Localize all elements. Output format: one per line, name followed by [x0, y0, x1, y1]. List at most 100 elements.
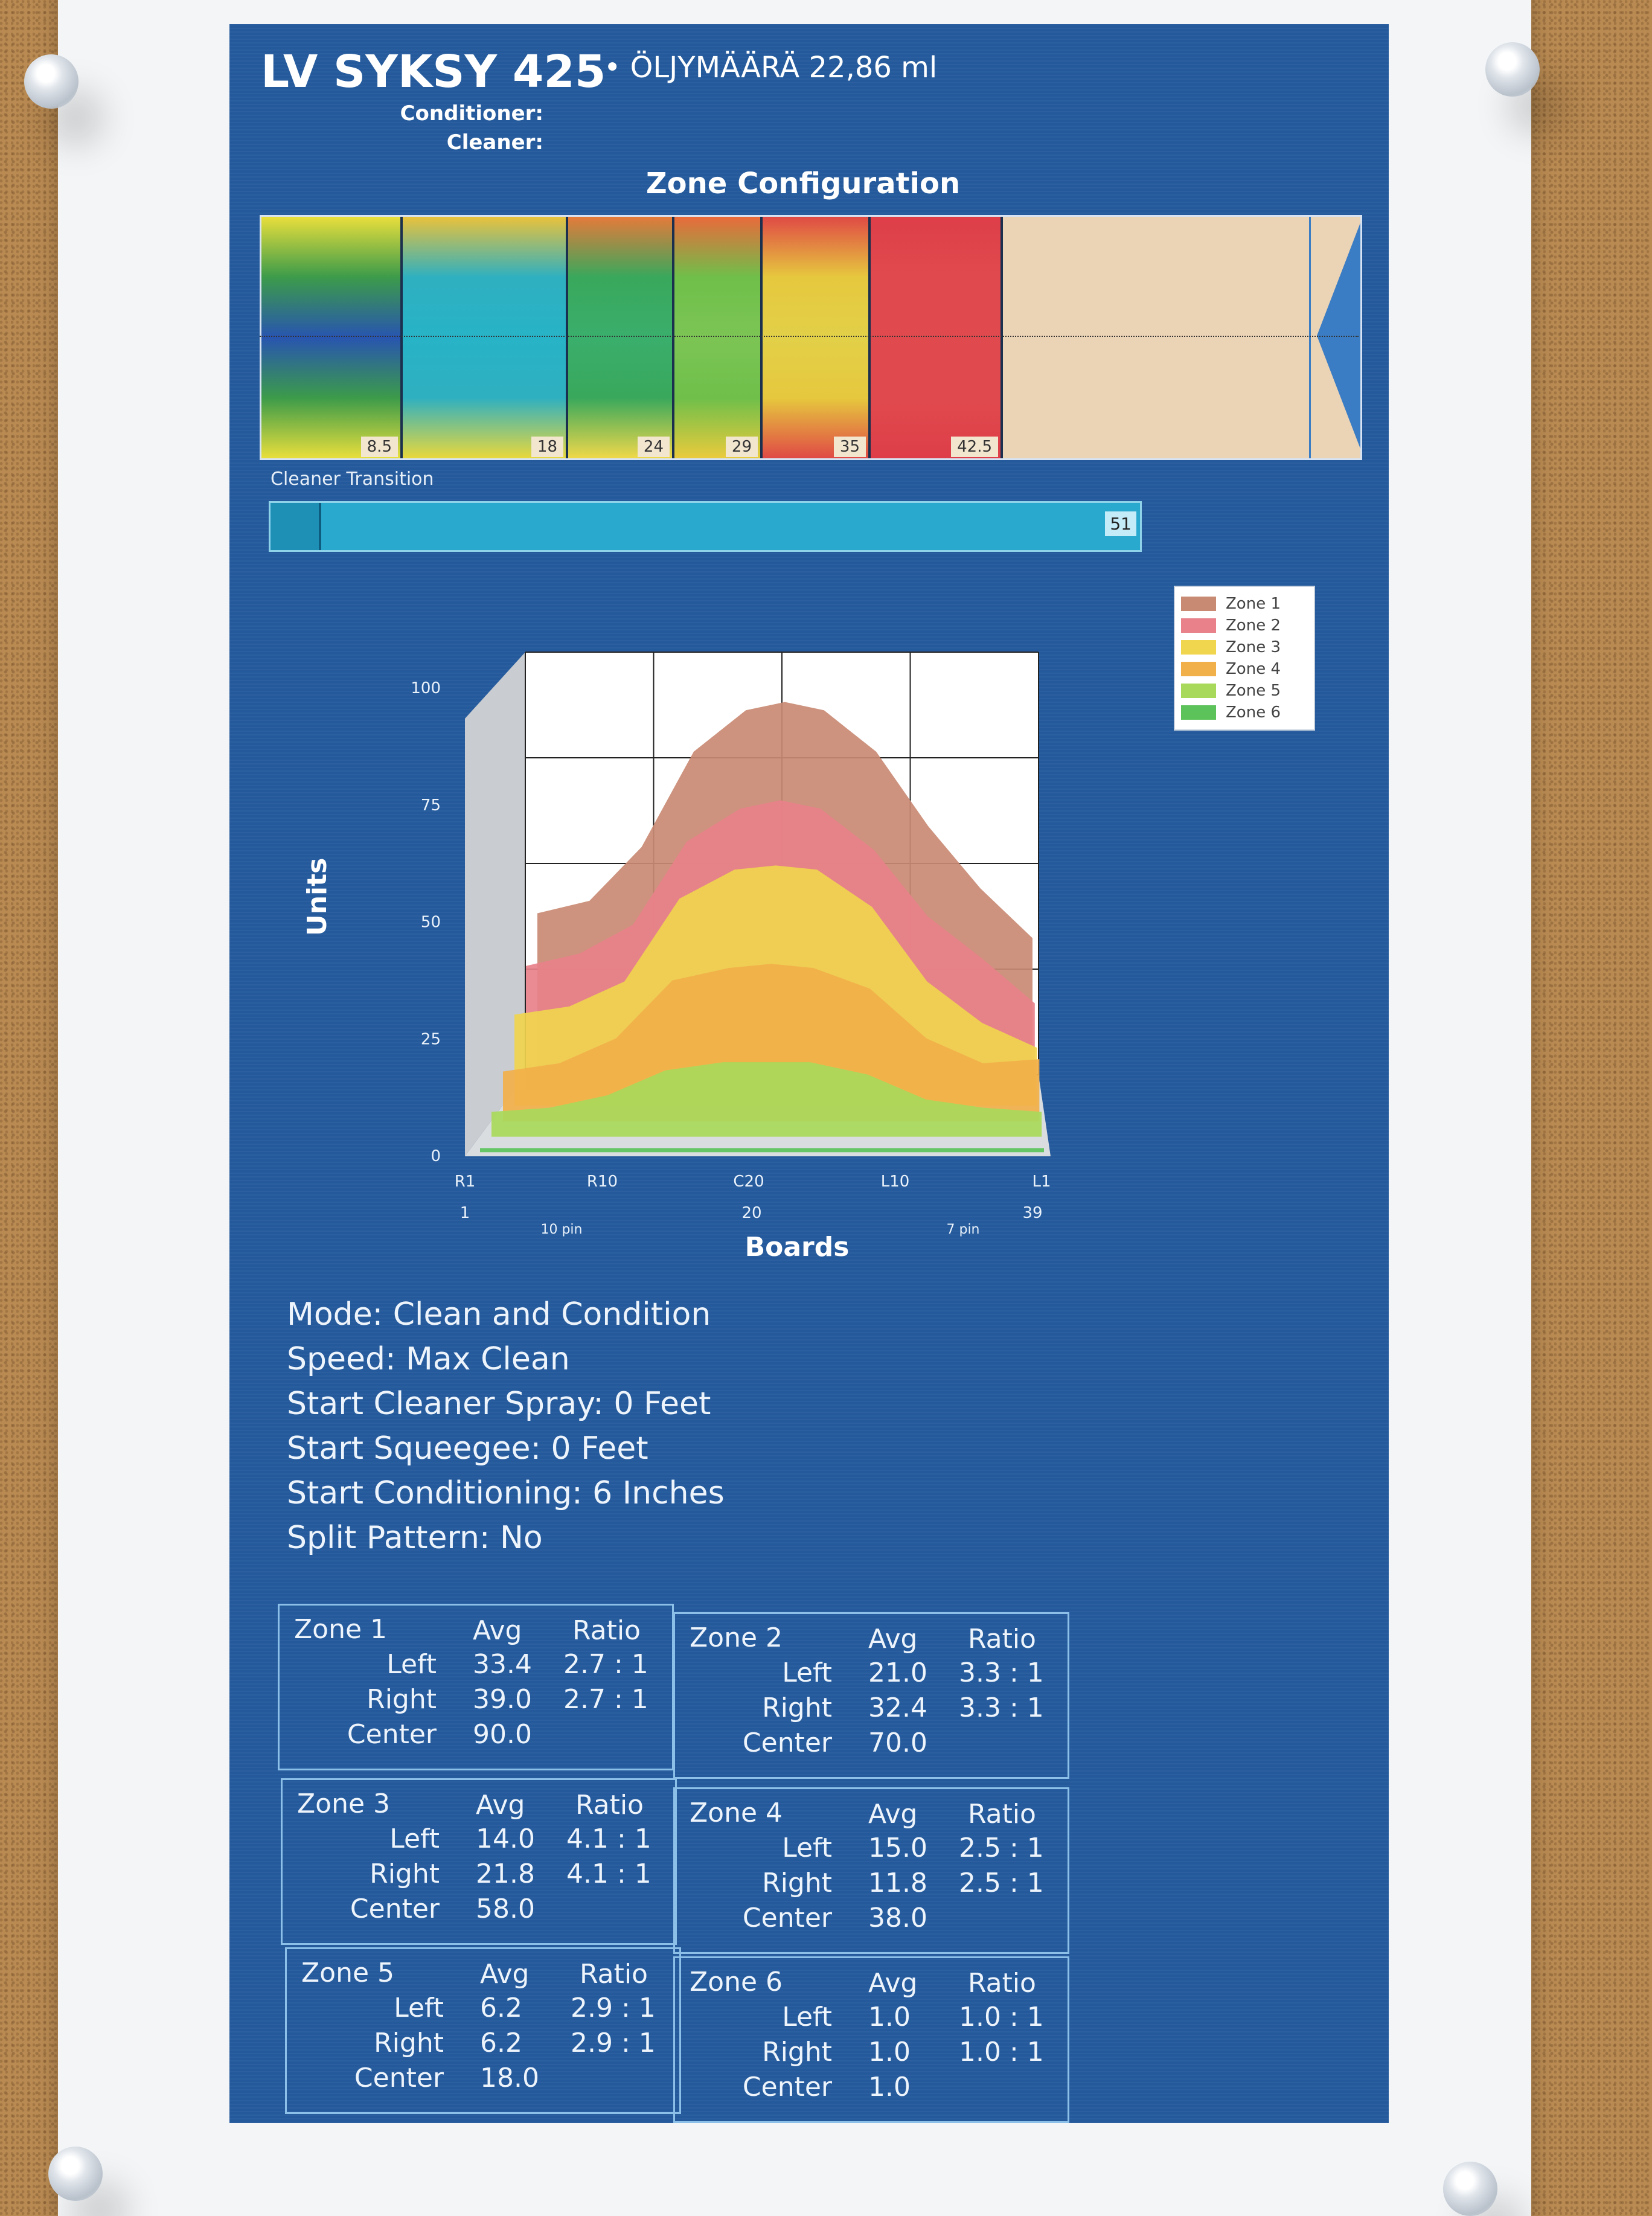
pushpin-icon	[48, 2147, 103, 2201]
ratio-value: 1.0 : 1	[959, 2037, 1044, 2067]
ratio-value: 2.5 : 1	[959, 1868, 1044, 1898]
setting-start-squeegee: Start Squeegee: 0 Feet	[287, 1430, 648, 1467]
zone-configuration-bar: 8.5 18 24 29 35 42.5	[260, 215, 1362, 460]
x-tick-label: R10	[587, 1173, 618, 1191]
row-label: Right	[762, 2037, 832, 2067]
ratio-value: 2.5 : 1	[959, 1833, 1044, 1863]
row-label: Right	[367, 1684, 437, 1715]
oil-volume-3d-chart: 0 25 50 75 100 R1 R10 C20 L10 L1 1 20 39 10 pin 7 pin	[411, 652, 1051, 1237]
row-label: Center	[347, 1719, 437, 1750]
zone-segment: 35	[763, 217, 871, 458]
zone-stats-table: Zone 1 Avg Ratio Left 33.4 2.7 : 1 Right 39.0 2.…	[278, 1604, 674, 1770]
y-tick-label: 75	[421, 796, 441, 815]
zone-segment-number: 35	[833, 437, 866, 457]
zone-stats-table: Zone 5 Avg Ratio Left 6.2 2.9 : 1 Right 6.2 2.9 …	[285, 1947, 681, 2114]
cleaner-label: Cleaner:	[446, 130, 543, 155]
zone-stats-table: Zone 3 Avg Ratio Left 14.0 4.1 : 1 Right 21.8 4.…	[281, 1778, 677, 1945]
x-axis-label: Boards	[744, 1232, 850, 1263]
avg-value: 90.0	[473, 1719, 532, 1750]
zone-segment: 8.5	[261, 217, 403, 458]
zone-name: Zone 4	[690, 1798, 783, 1828]
setting-mode: Mode: Clean and Condition	[287, 1296, 711, 1333]
row-label: Left	[782, 1657, 832, 1688]
ratio-value: 4.1 : 1	[566, 1859, 652, 1889]
row-label: Center	[742, 1728, 832, 1758]
legend-label: Zone 3	[1226, 638, 1281, 656]
setting-speed: Speed: Max Clean	[287, 1341, 570, 1377]
avg-value: 33.4	[473, 1649, 532, 1680]
series-area-zone-4	[503, 964, 1040, 1121]
oil-amount: • ÖLJYMÄÄRÄ 22,86 ml	[604, 51, 938, 85]
legend-item: Zone 3	[1181, 636, 1308, 658]
avg-value: 58.0	[476, 1894, 535, 1924]
legend-swatch	[1181, 662, 1216, 676]
y-axis-label: Units	[302, 857, 333, 936]
legend-swatch	[1181, 618, 1216, 633]
row-label: Left	[389, 1824, 440, 1854]
avg-value: 1.0	[868, 2037, 911, 2067]
row-label: Right	[370, 1859, 440, 1889]
zone-name: Zone 6	[690, 1967, 783, 1997]
avg-value: 38.0	[868, 1903, 927, 1933]
legend-item: Zone 6	[1181, 702, 1308, 723]
series-area-zone-5	[491, 1062, 1042, 1137]
pattern-settings: Mode: Clean and Condition Speed: Max Cle…	[287, 1292, 725, 1560]
cleaner-transition-value: 51	[1105, 511, 1136, 536]
row-label: Left	[386, 1649, 437, 1680]
legend-label: Zone 5	[1226, 682, 1281, 700]
legend-label: Zone 6	[1226, 703, 1281, 722]
zone-stats-table: Zone 4 Avg Ratio Left 15.0 2.5 : 1 Right 11.8 2.…	[673, 1787, 1069, 1954]
x-annotation: 7 pin	[946, 1222, 979, 1237]
x-tick-label: R1	[455, 1173, 476, 1191]
legend-item: Zone 1	[1181, 593, 1308, 615]
x-tick-label: L1	[1032, 1173, 1051, 1191]
legend-swatch	[1181, 597, 1216, 611]
ratio-value: 2.9 : 1	[571, 1993, 656, 2023]
avg-header: Avg	[868, 1968, 918, 1999]
avg-value: 32.4	[868, 1692, 927, 1723]
pushpin-icon	[1443, 2162, 1497, 2216]
ratio-value: 1.0 : 1	[959, 2002, 1044, 2032]
pushpin-icon	[24, 54, 78, 109]
ratio-value: 3.3 : 1	[959, 1657, 1044, 1688]
setting-split-pattern: Split Pattern: No	[287, 1520, 543, 1556]
zone-segment-number: 24	[637, 437, 670, 457]
row-label: Right	[762, 1868, 832, 1898]
avg-value: 11.8	[868, 1868, 927, 1898]
y-tick-label: 100	[411, 679, 441, 697]
series-area-zone-6	[480, 1148, 1044, 1153]
avg-value: 18.0	[480, 2063, 539, 2093]
row-label: Center	[350, 1894, 440, 1924]
zone-segment-number: 29	[725, 437, 758, 457]
avg-value: 6.2	[480, 2028, 522, 2058]
avg-value: 6.2	[480, 1993, 522, 2023]
x-tick-label: C20	[733, 1173, 764, 1191]
row-label: Left	[782, 2002, 832, 2032]
row-label: Right	[374, 2028, 444, 2058]
y-tick-label: 50	[421, 914, 441, 932]
zone-segment-number: 18	[531, 437, 563, 457]
x-board-number: 39	[1022, 1204, 1042, 1222]
avg-value: 1.0	[868, 2072, 911, 2102]
cleaner-transition-start	[271, 503, 321, 550]
legend-label: Zone 2	[1226, 616, 1281, 635]
ratio-header: Ratio	[968, 1624, 1036, 1654]
pindeck-arrow-icon	[1311, 217, 1360, 458]
row-label: Center	[742, 1903, 832, 1933]
cleaner-transition-bar: 51	[269, 501, 1142, 552]
avg-value: 14.0	[476, 1824, 535, 1854]
conditioner-label: Conditioner:	[400, 101, 543, 126]
avg-value: 70.0	[868, 1728, 927, 1758]
zone-segment: 18	[403, 217, 568, 458]
zone-name: Zone 1	[294, 1614, 387, 1645]
avg-value: 39.0	[473, 1684, 532, 1715]
zone-segment: 24	[568, 217, 674, 458]
zone-stats-table: Zone 2 Avg Ratio Left 21.0 3.3 : 1 Right 32.4 3.…	[673, 1612, 1069, 1779]
row-label: Right	[762, 1692, 832, 1723]
avg-header: Avg	[868, 1624, 918, 1654]
dry-lane-segment	[1003, 217, 1311, 458]
y-tick-label: 0	[431, 1147, 441, 1165]
zone-segment-number: 42.5	[951, 437, 998, 457]
zone-name: Zone 2	[690, 1622, 783, 1653]
ratio-value: 2.9 : 1	[571, 2028, 656, 2058]
